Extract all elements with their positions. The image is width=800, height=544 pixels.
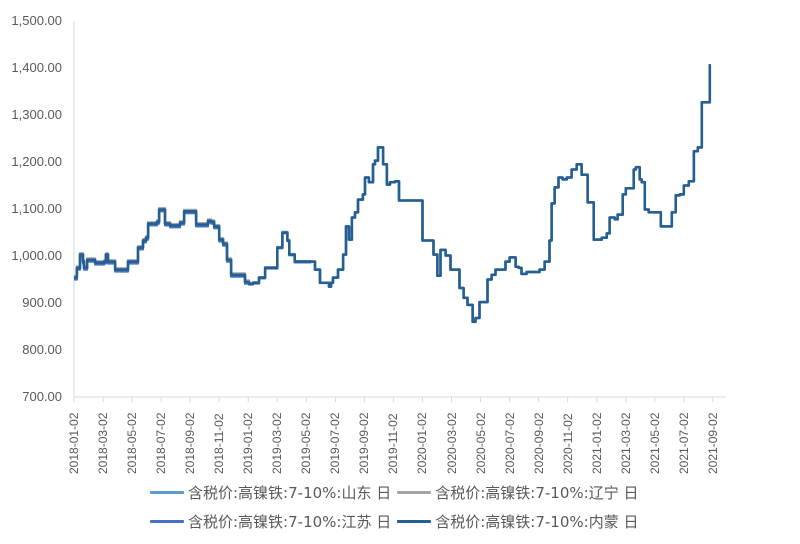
x-tick-label: 2019-11-02 — [386, 413, 401, 475]
x-tick-label: 2020-01-02 — [415, 412, 430, 474]
x-tick-label: 2019-01-02 — [241, 412, 256, 474]
x-tick-label: 2018-01-02 — [67, 412, 81, 474]
x-tick-label: 2021-01-02 — [589, 412, 604, 474]
series-line-2 — [74, 64, 711, 323]
x-tick-label: 2020-11-02 — [560, 413, 575, 475]
y-tick-label: 1,500.00 — [11, 13, 62, 28]
x-tick-label: 2018-09-02 — [183, 412, 198, 474]
series-line-3 — [74, 64, 712, 324]
series-line-1 — [74, 64, 711, 323]
y-tick-label: 1,200.00 — [11, 154, 62, 169]
y-tick-label: 700.00 — [22, 389, 62, 404]
legend-label-neimeng: 含税价:高镍铁:7-10%:内蒙 日 — [435, 513, 639, 531]
legend-item-jiangsu[interactable]: 含税价:高镍铁:7-10%:江苏 日 — [150, 511, 391, 532]
x-tick-label: 2021-07-02 — [676, 412, 691, 474]
legend-label-shandong: 含税价:高镍铁:7-10%:山东 日 — [188, 484, 392, 502]
legend-item-shandong[interactable]: 含税价:高镍铁:7-10%:山东 日 — [150, 482, 391, 503]
x-tick-label: 2021-09-02 — [705, 412, 720, 474]
legend: 含税价:高镍铁:7-10%:山东 日 含税价:高镍铁:7-10%:辽宁 日 含税… — [150, 478, 670, 536]
legend-swatch-jiangsu — [150, 520, 184, 523]
x-tick-label: 2019-07-02 — [328, 412, 343, 474]
y-tick-label: 1,100.00 — [11, 201, 62, 216]
x-tick-label: 2021-05-02 — [647, 412, 662, 474]
y-tick-label: 900.00 — [22, 295, 62, 310]
legend-swatch-neimeng — [397, 520, 432, 523]
legend-label-liaoning: 含税价:高镍铁:7-10%:辽宁 日 — [435, 484, 639, 502]
y-tick-label: 1,000.00 — [11, 248, 62, 263]
y-tick-label: 1,400.00 — [11, 60, 62, 75]
legend-swatch-liaoning — [397, 491, 432, 494]
x-tick-label: 2018-03-02 — [96, 412, 111, 474]
x-tick-marks — [73, 397, 714, 402]
legend-item-liaoning[interactable]: 含税价:高镍铁:7-10%:辽宁 日 — [397, 482, 638, 503]
y-tick-label: 800.00 — [22, 342, 62, 357]
legend-item-neimeng[interactable]: 含税价:高镍铁:7-10%:内蒙 日 — [397, 511, 638, 532]
x-tick-label: 2019-05-02 — [299, 412, 314, 474]
legend-label-jiangsu: 含税价:高镍铁:7-10%:江苏 日 — [188, 513, 392, 531]
x-tick-label: 2020-07-02 — [502, 412, 517, 474]
x-tick-label: 2018-11-02 — [212, 413, 227, 475]
x-tick-label: 2018-07-02 — [154, 412, 169, 474]
x-tick-label: 2018-05-02 — [125, 412, 140, 474]
series-lines — [74, 64, 712, 324]
x-tick-label: 2019-09-02 — [357, 412, 372, 474]
y-tick-label: 1,300.00 — [11, 107, 62, 122]
x-tick-label: 2019-03-02 — [270, 412, 285, 474]
x-tick-label: 2020-09-02 — [531, 412, 546, 474]
x-tick-label: 2021-03-02 — [618, 412, 633, 474]
legend-swatch-shandong — [150, 491, 184, 494]
x-tick-label: 2020-03-02 — [444, 412, 459, 474]
x-tick-label: 2020-05-02 — [473, 412, 488, 474]
series-line-0 — [74, 64, 711, 323]
